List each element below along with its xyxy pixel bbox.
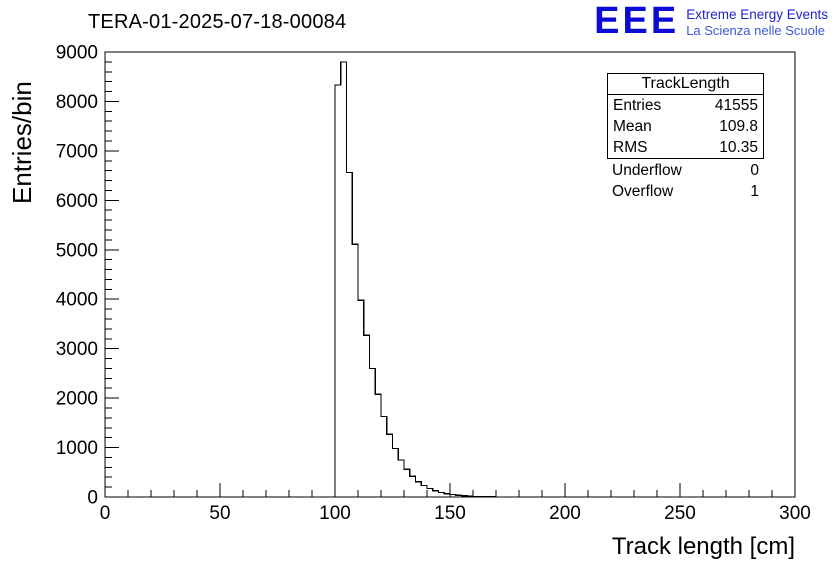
stats-value: 109.8: [719, 118, 758, 135]
svg-text:1000: 1000: [56, 438, 98, 459]
svg-text:3000: 3000: [56, 339, 98, 360]
svg-text:200: 200: [549, 503, 581, 524]
svg-text:5000: 5000: [56, 240, 98, 261]
svg-text:150: 150: [434, 503, 466, 524]
stats-value: 10.35: [719, 139, 758, 156]
svg-text:8000: 8000: [56, 92, 98, 113]
stats-box: TrackLength Entries 41555 Mean 109.8 RMS…: [607, 73, 764, 202]
eee-logo-acronym: EEE: [594, 0, 680, 42]
stats-row-mean: Mean 109.8: [608, 116, 763, 137]
svg-text:0: 0: [87, 488, 98, 509]
stats-overflow-box: Underflow 0 Overflow 1: [607, 159, 764, 202]
stats-row-underflow: Underflow 0: [607, 160, 764, 181]
svg-text:9000: 9000: [56, 43, 98, 64]
svg-text:300: 300: [779, 503, 811, 524]
x-axis: 0 50 100 150 200 250 300: [100, 483, 811, 524]
svg-text:6000: 6000: [56, 191, 98, 212]
plot-title: TERA-01-2025-07-18-00084: [88, 11, 347, 33]
stats-title: TrackLength: [608, 74, 763, 95]
svg-text:250: 250: [664, 503, 696, 524]
eee-logo: EEE Extreme Energy Events La Scienza nel…: [594, 0, 828, 42]
svg-text:7000: 7000: [56, 141, 98, 162]
stats-label: Mean: [613, 118, 652, 135]
stats-label: Underflow: [612, 162, 682, 179]
stats-main-box: TrackLength Entries 41555 Mean 109.8 RMS…: [607, 73, 764, 159]
eee-logo-line2: La Scienza nelle Scuole: [686, 23, 825, 38]
svg-text:2000: 2000: [56, 389, 98, 410]
y-axis: 0 1000 2000 3000 4000 5000 6000 7000 8000 9000: [56, 43, 119, 509]
stats-row-rms: RMS 10.35: [608, 137, 763, 158]
svg-text:100: 100: [319, 503, 351, 524]
stats-row-entries: Entries 41555: [608, 95, 763, 116]
svg-text:50: 50: [209, 503, 230, 524]
stats-label: RMS: [613, 139, 648, 156]
stats-value: 1: [750, 183, 759, 200]
svg-text:0: 0: [100, 503, 111, 524]
x-axis-title: Track length [cm]: [611, 533, 795, 560]
svg-text:4000: 4000: [56, 290, 98, 311]
stats-value: 0: [750, 162, 759, 179]
stats-row-overflow: Overflow 1: [607, 181, 764, 202]
stats-label: Entries: [613, 97, 662, 114]
eee-logo-line1: Extreme Energy Events: [686, 7, 828, 22]
eee-logo-text: Extreme Energy Events La Scienza nelle S…: [686, 4, 828, 38]
histogram-line: [105, 61, 795, 498]
stats-value: 41555: [714, 97, 758, 114]
stats-label: Overflow: [612, 183, 674, 200]
